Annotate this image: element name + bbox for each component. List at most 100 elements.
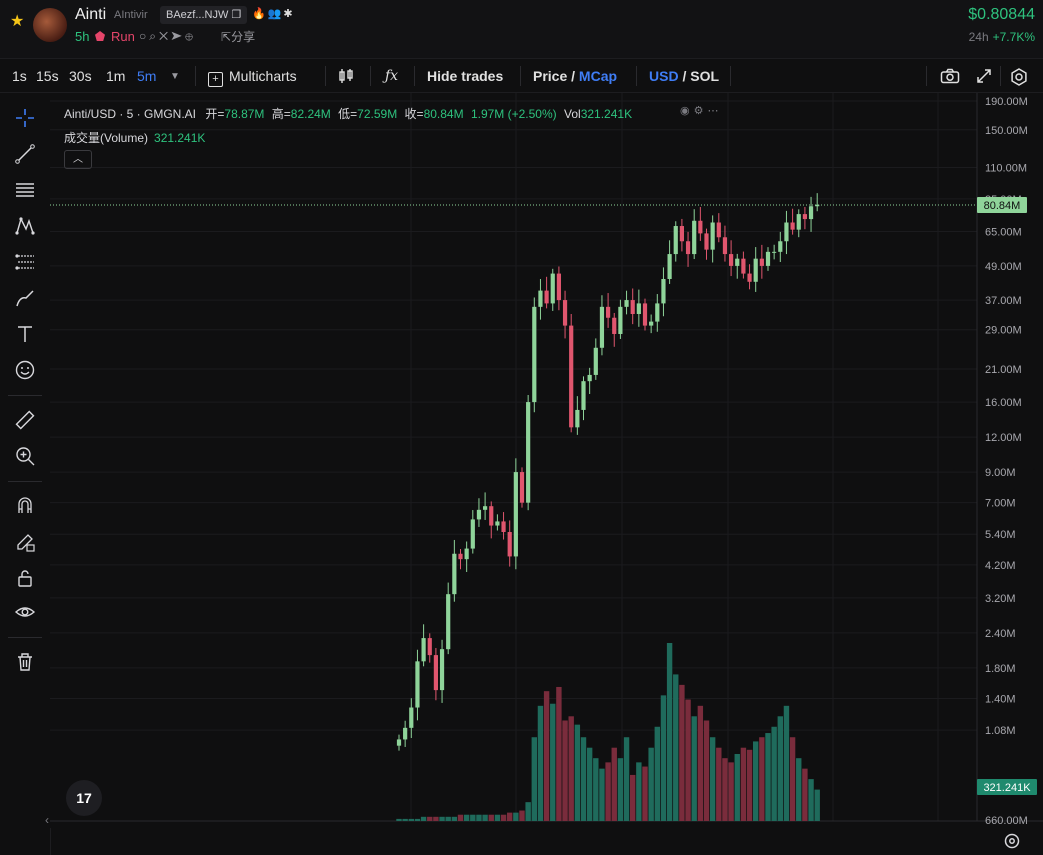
legend-controls[interactable]: ◉⚙⋯ — [680, 104, 722, 117]
volume-bar — [593, 758, 599, 821]
candle-body — [685, 241, 691, 255]
candle-body — [532, 306, 537, 403]
copy-icon[interactable]: ❐ — [231, 9, 242, 21]
emoji-icon[interactable] — [12, 357, 38, 383]
low-value: 72.59M — [357, 107, 398, 121]
candle-body — [679, 226, 684, 242]
candle-body — [778, 241, 783, 252]
tradingview-logo[interactable]: 17 — [66, 780, 102, 816]
candle-body — [772, 251, 777, 253]
clock-icon[interactable]: ○ — [139, 29, 150, 43]
camera-icon[interactable] — [940, 68, 960, 87]
search-icon[interactable]: ⌕ — [149, 29, 159, 43]
mcap-toggle[interactable]: MCap — [578, 68, 618, 84]
trend-line-icon[interactable] — [12, 141, 38, 167]
horizontal-lines-icon[interactable] — [12, 177, 38, 203]
eye-icon[interactable] — [12, 599, 38, 625]
candle-body — [765, 251, 771, 266]
candle-body — [575, 409, 580, 428]
crosshair-icon[interactable] — [12, 105, 38, 131]
y-tick-label: 7.00M — [985, 498, 1016, 510]
interval-5m[interactable]: 5m — [137, 68, 157, 84]
volume-title: 成交量(Volume) — [64, 131, 149, 145]
currency-toggle[interactable]: USD / SOL — [649, 68, 720, 84]
collapse-legend-button[interactable]: ︿ — [64, 150, 92, 169]
y-tick-label: 65.00M — [985, 227, 1022, 239]
magnet-icon[interactable] — [12, 493, 38, 519]
volume-bar — [420, 816, 427, 821]
volume-bar — [562, 720, 568, 821]
trash-icon[interactable] — [12, 649, 38, 675]
token-full-name: AIntivir — [114, 9, 148, 21]
more-icon[interactable]: ⋯ — [707, 105, 723, 117]
y-tick-label: 12.00M — [985, 432, 1022, 444]
candle-body — [538, 290, 543, 307]
address-text: BAezf...NJW — [166, 9, 229, 21]
candle-body — [642, 303, 648, 326]
usd-toggle[interactable]: USD — [649, 68, 679, 84]
volume-bar — [543, 691, 550, 821]
price-toggle[interactable]: Price / MCap — [533, 68, 618, 84]
globe-icon[interactable]: ⊕ — [185, 29, 196, 43]
volume-bar — [802, 768, 808, 821]
interval-15s[interactable]: 15s — [36, 68, 59, 84]
change-value: 1.97M (+2.50%) — [470, 107, 557, 121]
brush-icon[interactable] — [12, 285, 38, 311]
eye-small-icon[interactable]: ◉ — [680, 105, 694, 117]
y-tick-label: 49.00M — [985, 261, 1022, 273]
hide-trades-button[interactable]: Hide trades — [427, 68, 504, 84]
sol-toggle[interactable]: SOL — [690, 68, 720, 84]
y-tick-label: 16.00M — [985, 397, 1022, 409]
fib-icon[interactable] — [12, 249, 38, 275]
x-icon[interactable]: ✕ — [158, 29, 172, 43]
volume-bar — [740, 747, 747, 821]
address-chip[interactable]: BAezf...NJW ❐ — [160, 6, 248, 24]
chart-legend: Ainti/USD · 5 · GMGN.AI 开=78.87M 高=82.24… — [64, 107, 633, 121]
interval-1s[interactable]: 1s — [12, 68, 27, 84]
price-chart[interactable]: 190.00M150.00M110.00M85.00M65.00M49.00M3… — [50, 93, 1043, 828]
candle-body — [544, 290, 549, 304]
volume-bar — [599, 768, 605, 821]
volume-bar — [537, 705, 544, 821]
candle-body — [464, 548, 469, 560]
volume-bar — [605, 762, 611, 821]
volume-bar — [519, 810, 525, 821]
lock-icon[interactable] — [12, 565, 38, 591]
scroll-left-icon[interactable]: ‹ — [45, 813, 49, 827]
volume-bar — [789, 737, 796, 821]
drawing-tools-sidebar — [0, 93, 51, 855]
multicharts-button[interactable]: + Multicharts — [208, 68, 297, 87]
candle-type-icon[interactable] — [338, 68, 354, 87]
candle-body — [790, 222, 795, 230]
last-price-tag — [977, 196, 1027, 213]
volume-legend: 成交量(Volume) 321.241K — [64, 129, 205, 146]
pattern-icon[interactable] — [12, 213, 38, 239]
interval-30s[interactable]: 30s — [69, 68, 92, 84]
volume-bar — [814, 789, 820, 821]
settings-gear-icon[interactable] — [1010, 68, 1028, 89]
text-tool-icon[interactable] — [12, 321, 38, 347]
candle-body — [513, 472, 518, 557]
bug-icon: ✱ — [283, 8, 295, 20]
gear-small-icon[interactable]: ⚙ — [693, 105, 708, 117]
plus-box-icon: + — [208, 72, 223, 87]
volume-bar — [759, 737, 765, 821]
volume-bar — [654, 726, 660, 821]
candle-body — [796, 214, 801, 230]
zoom-in-icon[interactable] — [12, 443, 38, 469]
star-icon[interactable]: ★ — [10, 13, 25, 30]
indicators-fx-icon[interactable]: ƒx — [385, 68, 399, 84]
axis-settings-icon[interactable] — [1002, 831, 1022, 851]
ruler-icon[interactable] — [12, 407, 38, 433]
lock-pencil-icon[interactable] — [12, 529, 38, 555]
candle-body — [636, 303, 641, 314]
run-icon — [95, 31, 105, 41]
volume-bar — [771, 726, 777, 821]
fullscreen-icon[interactable] — [976, 68, 992, 87]
interval-1m[interactable]: 1m — [106, 68, 126, 84]
telegram-icon[interactable]: ➤ — [171, 29, 186, 43]
volume-bar — [660, 695, 667, 821]
share-button[interactable]: ⇱分享 — [221, 30, 256, 44]
interval-dropdown-icon[interactable]: ▼ — [170, 71, 180, 82]
candle-body — [649, 321, 654, 326]
